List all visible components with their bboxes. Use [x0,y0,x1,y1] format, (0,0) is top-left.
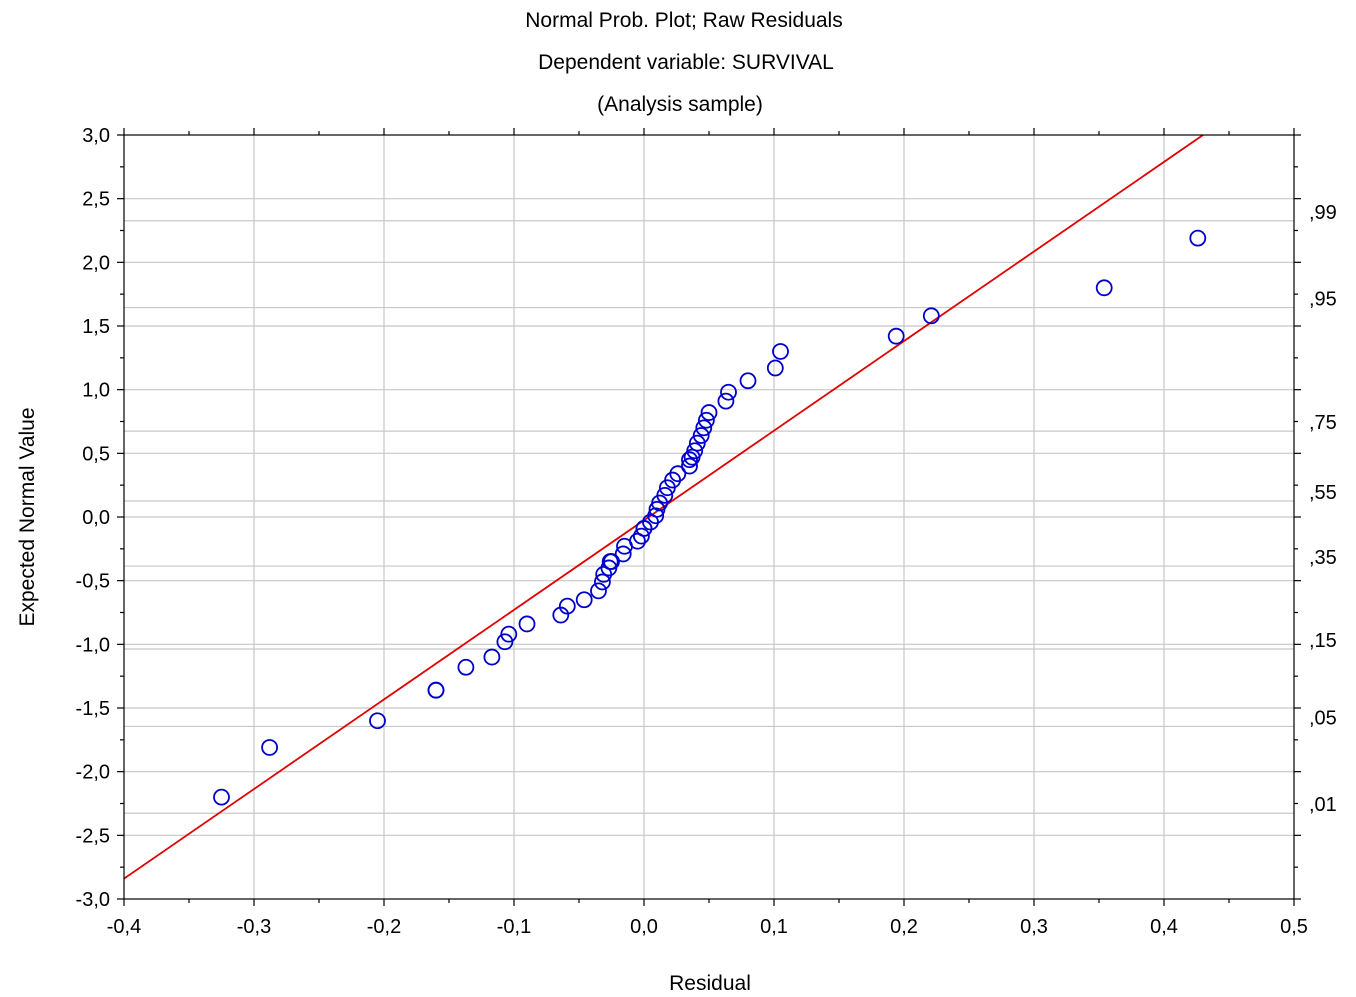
data-point [500,625,518,643]
data-point [739,372,757,390]
data-point [887,327,905,345]
data-point [518,615,536,633]
x-tick-label: 0,3 [1020,916,1048,938]
data-point [681,457,698,475]
axes [117,128,1301,906]
y-tick-label: 2,5 [82,189,110,211]
data-point [692,427,710,444]
y-axis-label: Expected Normal Value [16,407,39,626]
chart-title-line-2: Dependent variable: SURVIVAL [538,51,834,74]
chart-title: Normal Prob. Plot; Raw Residuals Depende… [525,9,842,116]
data-point [1095,279,1113,297]
data-point [681,451,698,469]
x-tick-label: -0,4 [107,916,141,938]
tick-labels: -0,4 -0,3 -0,2 -0,1 0,0 0,1 0,2 0,3 0,4 0,5 -3,0 -2… [76,125,1337,938]
data-point [698,411,715,429]
data-point [669,465,687,483]
x-tick-label: 0,2 [890,916,918,938]
y-tick-label: 1,0 [82,380,110,402]
probability-label: ,75 [1309,412,1337,434]
y-tick-label: 2,0 [82,252,110,274]
y-tick-label: -3,0 [76,889,110,911]
x-tick-label: 0,5 [1280,916,1308,938]
data-point [614,545,632,563]
x-tick-label: -0,2 [367,916,401,938]
data-point [686,442,704,460]
data-point [1189,229,1207,247]
data-point [496,633,514,651]
probability-label: ,01 [1309,794,1337,816]
data-point [457,658,475,676]
x-tick-label: 0,1 [760,916,788,938]
data-point [922,307,940,325]
probability-label: ,15 [1309,630,1337,652]
probability-label: ,95 [1309,289,1337,311]
data-point [695,419,713,437]
y-tick-label: -1,0 [76,634,110,656]
data-point [603,553,620,570]
x-axis-label: Residual [669,972,751,995]
data-point [717,392,735,410]
data-point [656,486,674,504]
data-point [720,383,737,401]
data-point [369,712,386,730]
probability-label: ,35 [1309,547,1337,569]
probability-label: ,05 [1309,707,1337,729]
y-tick-label: -2,5 [76,825,110,847]
probability-label: ,55 [1309,482,1337,504]
data-point [647,507,665,525]
probability-label: ,99 [1309,202,1337,224]
gridlines [124,135,1294,899]
data-point [594,573,611,591]
y-tick-label: 0,0 [82,507,110,529]
data-point [635,520,653,537]
data-point [261,739,279,756]
data-point [213,788,230,806]
y-tick-label: 1,5 [82,316,110,338]
chart-title-line-1: Normal Prob. Plot; Raw Residuals [525,9,842,32]
x-tick-label: 0,0 [630,916,658,938]
y-tick-label: -1,5 [76,698,110,720]
data-point [633,527,650,545]
chart-title-line-3: (Analysis sample) [597,93,763,116]
y-tick-label: -0,5 [76,571,110,593]
y-tick-label: -2,0 [76,762,110,784]
data-point [766,359,784,377]
data-point [700,404,718,421]
data-point [590,582,607,600]
x-tick-label: -0,1 [497,916,531,938]
data-point [427,681,445,699]
data-point [688,434,706,452]
y-tick-label: 0,5 [82,443,110,465]
x-tick-label: -0,3 [237,916,271,938]
data-point [772,343,789,360]
y-tick-label: 3,0 [82,125,110,147]
data-point [483,648,501,666]
x-tick-label: 0,4 [1150,916,1178,938]
data-point [575,591,593,609]
data-points [213,229,1207,806]
data-point [558,597,576,615]
